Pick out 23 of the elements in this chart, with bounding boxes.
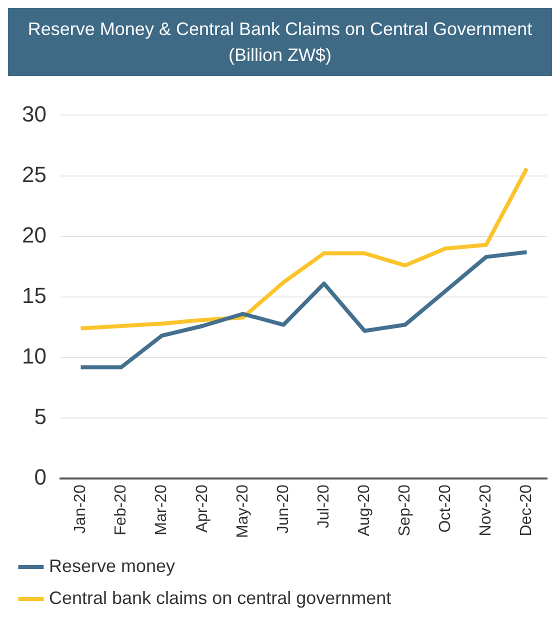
x-tick-label: Dec-20 [518,484,536,536]
x-tick-label: Feb-20 [112,484,130,536]
x-tick-label: Mar-20 [153,484,170,536]
legend-label: Reserve money [49,556,176,576]
y-tick-label: 25 [22,162,46,187]
x-tick-label: May-20 [234,484,252,538]
chart-title: Reserve Money & Central Bank Claims on Central Government [26,18,534,41]
y-tick-label: 0 [34,464,46,490]
y-tick-label: 5 [34,404,46,430]
chart-subtitle: (Billion ZW$) [227,44,332,67]
legend-label: Central bank claims on central government [49,588,392,608]
x-tick-label: Oct-20 [437,484,454,533]
x-tick-label: Jun-20 [274,484,292,534]
y-tick-label: 15 [22,282,46,308]
x-tick-label: Jan-20 [72,484,90,534]
y-tick-label: 20 [22,222,46,248]
x-tick-label: Apr-20 [194,484,211,533]
x-tick-label: Sep-20 [396,484,414,536]
x-tick-label: Nov-20 [478,484,495,536]
y-tick-label: 10 [22,344,46,369]
x-tick-label: Aug-20 [356,484,373,536]
x-tick-label: Jul-20 [315,484,332,528]
y-tick-label: 30 [22,101,46,126]
